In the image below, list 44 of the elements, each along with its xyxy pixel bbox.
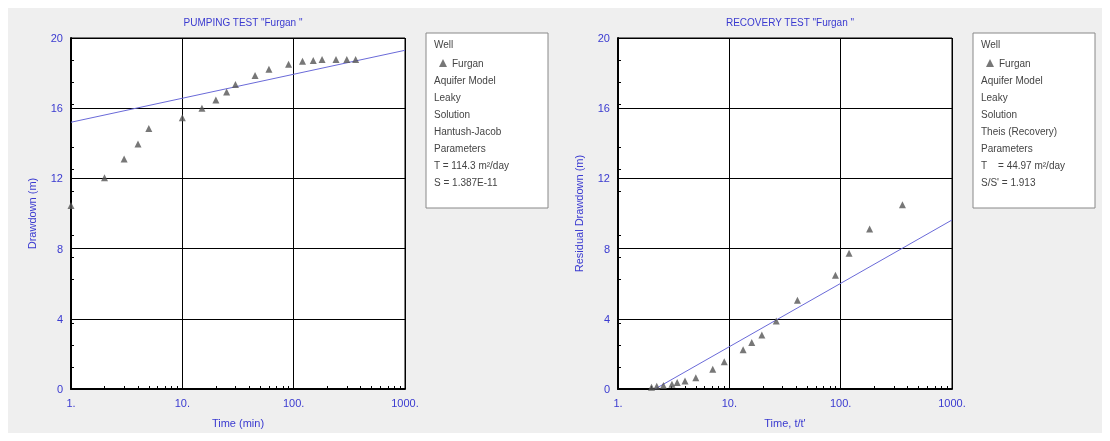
- text: Leaky: [434, 91, 461, 103]
- text: Hantush-Jacob: [434, 125, 502, 137]
- y-tick-label: 4: [603, 312, 610, 325]
- text: Parameters: [434, 142, 486, 154]
- x-axis-title: Time, t/t': [764, 416, 806, 429]
- y-tick-label: 0: [56, 383, 63, 395]
- text: Well: [981, 38, 1001, 50]
- y-tick-label: 20: [50, 32, 63, 44]
- y-tick-label: 12: [50, 172, 63, 185]
- text: Well: [434, 38, 454, 50]
- text: T = 114.3 m²/day: [434, 159, 509, 171]
- legend-label: Furgan: [452, 57, 484, 69]
- text: Aquifer Model: [434, 74, 496, 86]
- y-tick-label: 4: [56, 312, 63, 325]
- y-axis-title: Drawdown (m): [25, 177, 38, 250]
- text: Aquifer Model: [981, 74, 1043, 86]
- text: Solution: [434, 108, 471, 120]
- x-axis-title: Time (min): [211, 416, 265, 429]
- x-tick-label: 1.: [66, 396, 76, 409]
- legend-label: Furgan: [999, 57, 1031, 69]
- text: Solution: [981, 108, 1018, 120]
- y-tick-label: 8: [603, 242, 610, 255]
- text: S/S' = 1.913: [981, 176, 1036, 188]
- y-tick-label: 8: [56, 242, 63, 255]
- y-tick-label: 20: [597, 32, 610, 44]
- text: Parameters: [981, 142, 1033, 154]
- x-tick-label: 100.: [829, 396, 852, 409]
- y-tick-label: 16: [50, 102, 63, 115]
- y-tick-label: 12: [597, 172, 610, 185]
- text: Leaky: [981, 91, 1008, 103]
- x-tick-label: 10.: [174, 396, 190, 409]
- chart-title: PUMPING TEST "Furgan ": [183, 16, 303, 28]
- y-tick-label: 16: [597, 102, 610, 115]
- x-tick-label: 10.: [721, 396, 737, 409]
- x-tick-label: 1000.: [391, 396, 419, 409]
- x-tick-label: 100.: [282, 396, 305, 409]
- text: S = 1.387E-11: [434, 176, 498, 188]
- x-tick-label: 1.: [613, 396, 623, 409]
- x-tick-label: 1000.: [938, 396, 966, 409]
- chart-title: RECOVERY TEST "Furgan ": [725, 16, 855, 28]
- y-axis-title: Residual Drawdown (m): [572, 154, 585, 273]
- text: Theis (Recovery): [981, 125, 1058, 137]
- y-tick-label: 0: [603, 383, 610, 395]
- text: T = 44.97 m²/day: [981, 159, 1066, 171]
